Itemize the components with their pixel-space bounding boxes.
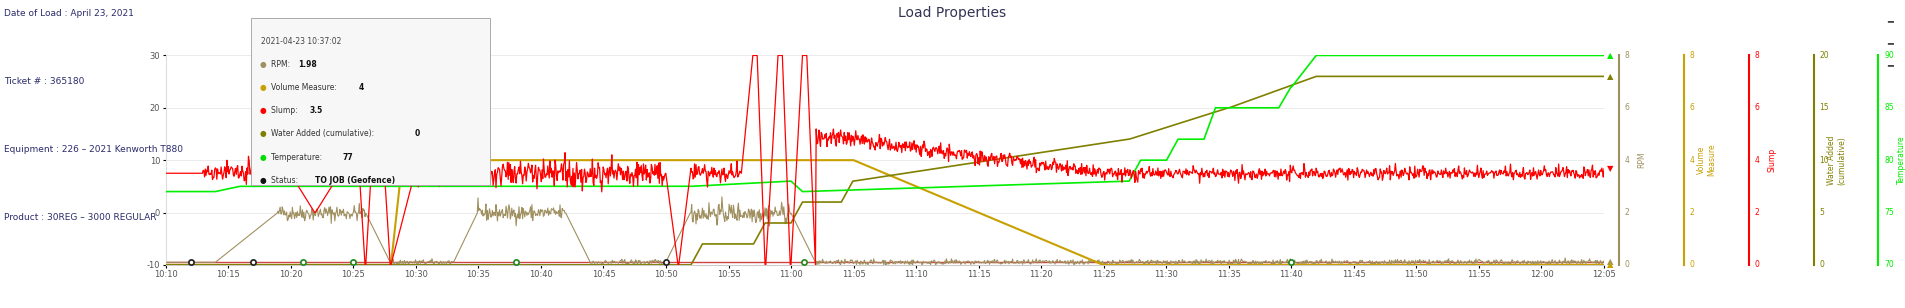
Text: 1.98: 1.98 — [299, 60, 316, 69]
Text: 0: 0 — [1625, 260, 1631, 270]
Text: Volume Measure:: Volume Measure: — [271, 83, 339, 92]
Text: 77: 77 — [343, 152, 352, 162]
Text: ▲: ▲ — [1606, 257, 1614, 266]
Text: 85: 85 — [1884, 103, 1894, 112]
Text: Slump: Slump — [1768, 148, 1775, 172]
Text: 0: 0 — [1690, 260, 1695, 270]
Text: ━: ━ — [1886, 60, 1894, 70]
Text: ▲: ▲ — [1606, 72, 1614, 81]
Text: 4: 4 — [358, 83, 364, 92]
Text: ▲: ▲ — [1606, 260, 1614, 270]
Text: 0: 0 — [413, 129, 419, 139]
Text: Load Properties: Load Properties — [899, 6, 1006, 20]
Text: 6: 6 — [1625, 103, 1631, 112]
Text: TO JOB (Geofence): TO JOB (Geofence) — [314, 176, 394, 185]
Text: Ticket # : 365180: Ticket # : 365180 — [4, 77, 84, 86]
Text: ▲: ▲ — [1606, 51, 1614, 60]
Text: 2: 2 — [1625, 208, 1629, 217]
Text: Date of Load : April 23, 2021: Date of Load : April 23, 2021 — [4, 9, 133, 18]
Text: 0: 0 — [1755, 260, 1760, 270]
Text: ━: ━ — [1886, 17, 1894, 26]
Text: 8: 8 — [1625, 51, 1629, 60]
Text: 4: 4 — [1625, 156, 1631, 165]
Text: 5: 5 — [1819, 208, 1825, 217]
Text: 2021-04-23 10:37:02: 2021-04-23 10:37:02 — [261, 37, 341, 46]
Text: Volume
Measure: Volume Measure — [1697, 144, 1716, 176]
Text: 15: 15 — [1819, 103, 1829, 112]
Text: ●: ● — [259, 176, 265, 185]
Text: 2: 2 — [1755, 208, 1758, 217]
Text: 20: 20 — [1819, 51, 1829, 60]
Text: 4: 4 — [1690, 156, 1695, 165]
Text: Status:: Status: — [271, 176, 299, 185]
Text: Equipment : 226 – 2021 Kenworth T880: Equipment : 226 – 2021 Kenworth T880 — [4, 145, 183, 154]
Text: 0: 0 — [1819, 260, 1825, 270]
Text: Temperature:: Temperature: — [271, 152, 324, 162]
Text: Water Added
(cumulative): Water Added (cumulative) — [1827, 136, 1846, 185]
Text: 10: 10 — [1819, 156, 1829, 165]
Text: 3.5: 3.5 — [309, 106, 322, 116]
Text: 8: 8 — [1690, 51, 1694, 60]
Text: ●: ● — [259, 152, 265, 162]
Text: 80: 80 — [1884, 156, 1894, 165]
Text: ●: ● — [259, 83, 265, 92]
Text: 2: 2 — [1690, 208, 1694, 217]
Text: 8: 8 — [1755, 51, 1758, 60]
Text: ●: ● — [259, 60, 265, 69]
Text: Slump:: Slump: — [271, 106, 299, 116]
Text: ━: ━ — [1886, 38, 1894, 48]
Text: ●: ● — [259, 106, 265, 116]
Text: 75: 75 — [1884, 208, 1894, 217]
Text: RPM: RPM — [1638, 152, 1646, 168]
Text: 6: 6 — [1755, 103, 1760, 112]
Text: ●: ● — [259, 129, 265, 139]
Text: ▼: ▼ — [1606, 164, 1614, 173]
Text: Temperature: Temperature — [1897, 136, 1905, 184]
Text: 70: 70 — [1884, 260, 1894, 270]
Text: Product : 30REG – 3000 REGULAR: Product : 30REG – 3000 REGULAR — [4, 213, 156, 221]
Text: 90: 90 — [1884, 51, 1894, 60]
Text: Water Added (cumulative):: Water Added (cumulative): — [271, 129, 375, 139]
Text: 6: 6 — [1690, 103, 1695, 112]
Text: 4: 4 — [1755, 156, 1760, 165]
Text: RPM:: RPM: — [271, 60, 291, 69]
